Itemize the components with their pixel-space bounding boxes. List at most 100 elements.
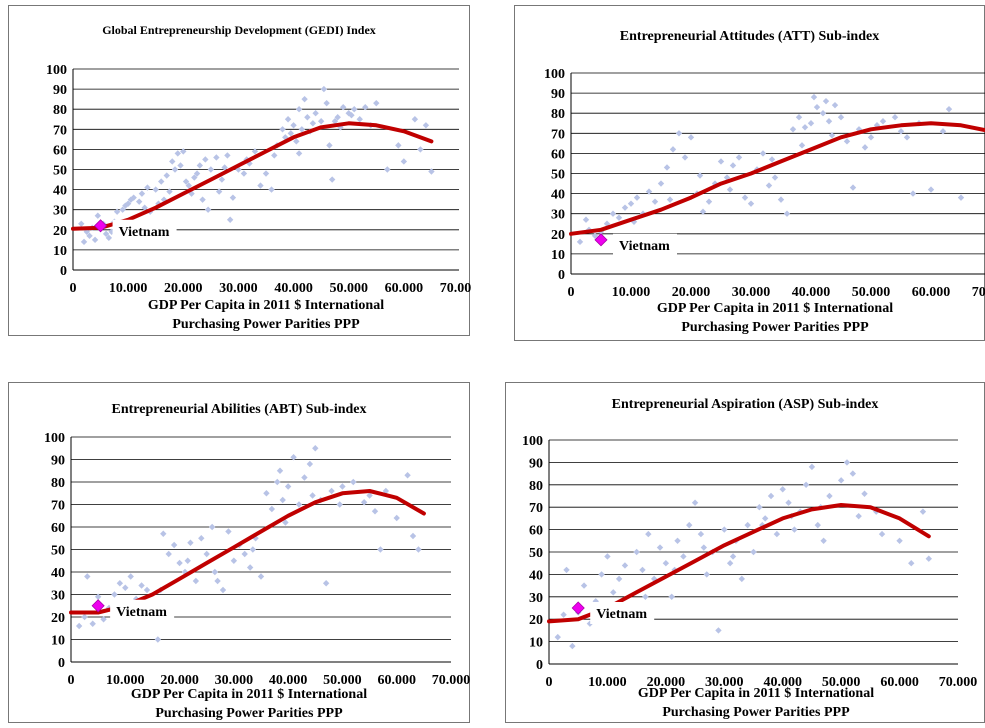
x-axis-label-line-2: Purchasing Power Parities PPP — [662, 705, 850, 720]
data-point — [262, 170, 270, 177]
vietnam-label: Vietnam — [116, 605, 167, 620]
chart-title: Entrepreneurial Attitudes (ATT) Sub-inde… — [619, 29, 880, 44]
data-point — [290, 454, 297, 461]
y-tick-label: 40 — [53, 184, 67, 199]
y-tick-label: 50 — [51, 544, 65, 559]
data-point — [301, 95, 308, 103]
x-tick-label: 30.000 — [705, 675, 744, 690]
data-point — [309, 492, 316, 499]
y-tick-label: 0 — [58, 656, 65, 671]
data-point — [360, 499, 368, 506]
data-point — [196, 162, 204, 169]
data-point — [633, 194, 641, 201]
data-point — [662, 560, 670, 567]
x-tick-label: 0 — [546, 675, 553, 690]
data-point — [295, 501, 303, 508]
trend-line — [71, 121, 434, 231]
data-point — [580, 582, 588, 589]
data-point — [154, 636, 162, 643]
data-point — [560, 611, 567, 618]
data-point — [651, 198, 659, 205]
data-point — [422, 122, 430, 129]
data-point — [744, 521, 751, 529]
y-tick-label: 20 — [551, 228, 565, 243]
data-point — [768, 156, 776, 163]
x-tick-label: 50.000 — [323, 673, 362, 688]
data-point — [279, 126, 286, 133]
data-point — [86, 232, 93, 240]
data-point — [691, 499, 699, 506]
data-point — [152, 186, 159, 193]
data-point — [208, 523, 216, 531]
y-tick-label: 40 — [529, 568, 543, 583]
vietnam-label-box — [613, 233, 677, 256]
data-point — [828, 132, 836, 139]
data-point — [181, 568, 189, 576]
data-point — [326, 142, 333, 149]
x-tick-label: 30.000 — [215, 673, 254, 688]
chart-title: Global Entrepreneurship Development (GED… — [102, 23, 376, 37]
data-point — [202, 156, 209, 163]
data-point — [290, 122, 297, 129]
data-point — [287, 130, 295, 137]
y-tick-label: 70 — [51, 499, 65, 514]
data-point — [703, 571, 710, 578]
data-point — [750, 548, 757, 556]
data-point — [144, 184, 151, 191]
data-point — [384, 166, 391, 173]
y-tick-label: 60 — [53, 143, 67, 158]
data-point — [124, 200, 132, 207]
data-point — [771, 174, 779, 181]
data-point — [108, 228, 115, 236]
vietnam-label: Vietnam — [119, 225, 170, 240]
data-point — [263, 490, 270, 497]
data-point — [309, 120, 317, 127]
data-point — [610, 589, 617, 596]
data-point — [697, 530, 705, 538]
x-tick-label: 40.000 — [792, 285, 831, 300]
chart-plot: 0 10 20 30 40 50 60 70 80 90 100 0 10.000 20.000 30.00… — [544, 67, 985, 300]
data-point — [192, 577, 200, 585]
data-point — [687, 134, 695, 141]
y-tick-label: 40 — [551, 188, 565, 203]
data-point — [274, 478, 281, 486]
data-point — [100, 616, 107, 623]
data-point — [350, 478, 357, 486]
data-point — [668, 593, 675, 600]
data-point — [741, 194, 749, 201]
data-point — [295, 150, 303, 157]
data-point — [268, 186, 275, 193]
x-tick-label: 40.000 — [269, 673, 308, 688]
data-point — [119, 206, 126, 213]
data-point — [861, 490, 868, 497]
y-tick-label: 90 — [529, 456, 543, 471]
x-tick-label: 10.000 — [106, 673, 145, 688]
data-point — [214, 577, 221, 585]
data-point — [819, 110, 827, 117]
chart-plot: 0 10 20 30 40 50 60 70 80 90 100 0 10.000 20.000 30.00… — [522, 434, 977, 690]
data-point — [696, 172, 704, 179]
data-point — [630, 218, 638, 225]
data-point — [777, 196, 785, 203]
data-point — [699, 208, 707, 215]
y-tick-label: 0 — [60, 264, 67, 279]
data-point — [849, 184, 857, 191]
data-point — [284, 116, 292, 123]
x-tick-label: 0 — [70, 281, 77, 296]
data-point — [170, 541, 178, 549]
chart-title: Entrepreneurial Aspiration (ASP) Sub-ind… — [611, 397, 879, 412]
x-tick-label: 70.000 — [972, 285, 985, 300]
data-point — [825, 118, 833, 125]
y-tick-label: 40 — [51, 566, 65, 581]
data-point — [765, 182, 773, 189]
data-point — [116, 580, 124, 587]
data-point — [180, 148, 187, 155]
data-point — [84, 573, 91, 580]
x-tick-label: 10.000 — [588, 675, 627, 690]
data-point — [814, 521, 821, 529]
data-point — [322, 580, 330, 587]
x-axis-label-line-2: Purchasing Power Parities PPP — [681, 320, 869, 335]
chart-panel-asp: Entrepreneurial Aspiration (ASP) Sub-ind… — [505, 382, 985, 723]
y-tick-label: 20 — [51, 611, 65, 626]
data-point — [569, 642, 576, 650]
